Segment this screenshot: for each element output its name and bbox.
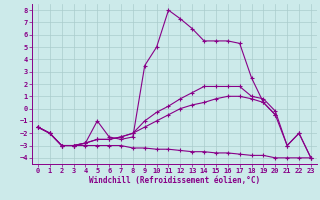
X-axis label: Windchill (Refroidissement éolien,°C): Windchill (Refroidissement éolien,°C) bbox=[89, 176, 260, 185]
